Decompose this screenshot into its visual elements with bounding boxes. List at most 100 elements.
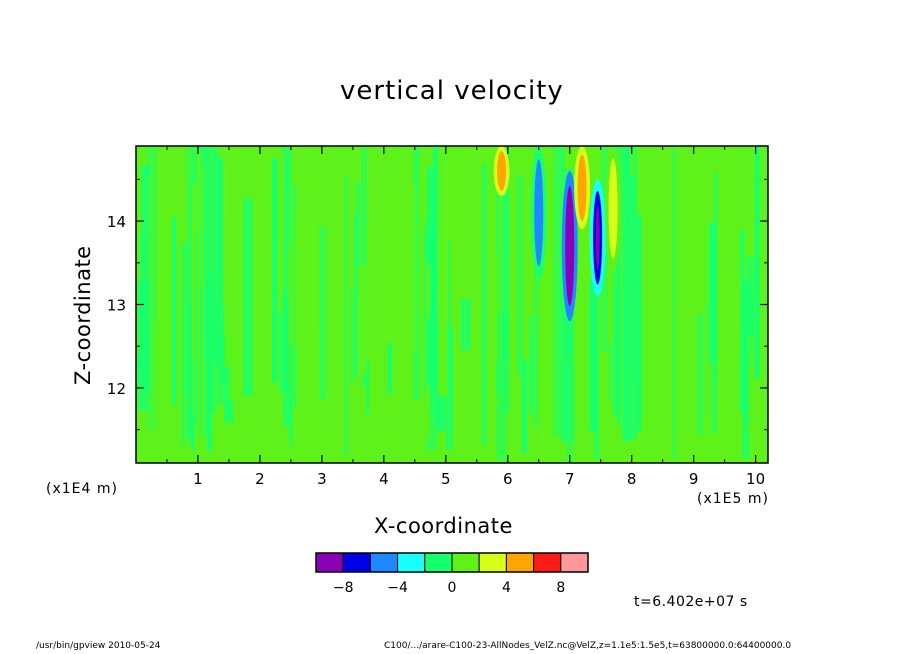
field-streak (433, 146, 438, 353)
field-streak (632, 146, 638, 386)
field-streak (494, 250, 498, 365)
field-streak (438, 146, 448, 397)
field-streak (754, 146, 760, 379)
feature-core (534, 159, 544, 267)
field-streak (180, 242, 185, 446)
field-streak (672, 146, 676, 460)
field-streak (420, 314, 427, 433)
field-streak (751, 393, 756, 449)
x-axis-label: X-coordinate (374, 514, 513, 538)
colorbar-frame (315, 552, 589, 573)
x-axis-unit: (x1E5 m) (697, 491, 769, 507)
field-streak (717, 174, 728, 453)
feature-core (608, 158, 618, 259)
field-streak (711, 244, 718, 435)
field-streak (306, 146, 316, 363)
y-tick-label: 13 (107, 297, 126, 315)
field-streak (138, 279, 150, 391)
footer-program-date: /usr/bin/gpview 2010-05-24 (36, 641, 161, 651)
x-tick-label: 1 (193, 470, 203, 488)
field-streak (224, 367, 234, 423)
field-streak (714, 172, 718, 381)
field-streak (542, 209, 554, 453)
field-streak (241, 146, 244, 365)
field-streak (521, 359, 528, 453)
field-streak (739, 229, 745, 412)
field-streak (517, 175, 523, 375)
colorbar-tick-label: 4 (502, 580, 511, 596)
x-tick-label: 2 (255, 470, 265, 488)
field-streak (594, 253, 600, 460)
field-streak (211, 146, 217, 413)
colorbar-swatch (560, 552, 589, 573)
field-streak (188, 301, 191, 442)
field-streak (538, 158, 547, 441)
field-streak (616, 177, 621, 423)
colorbar-swatch (315, 552, 344, 573)
chart-title: vertical velocity (340, 76, 564, 106)
field-streak (350, 290, 354, 383)
field-streak (747, 335, 758, 437)
colorbar-swatch (369, 552, 399, 573)
field-streak (283, 146, 292, 428)
field-streak (529, 315, 534, 412)
field-streak (357, 265, 368, 376)
field-streak (295, 211, 303, 348)
colorbar-swatch (478, 552, 507, 573)
field-streak (750, 301, 754, 367)
field-streak (736, 287, 739, 427)
field-streak (502, 189, 508, 363)
y-tick-label: 12 (107, 380, 126, 398)
field-streak (426, 318, 437, 387)
field-streak (224, 166, 230, 389)
colorbar-tick-label: −4 (387, 580, 408, 596)
field-streak (414, 186, 417, 350)
field-streak (191, 183, 197, 413)
field-streak (495, 180, 500, 395)
field-streak (344, 176, 348, 456)
field-streak (366, 360, 370, 415)
x-tick-label: 5 (441, 470, 451, 488)
feature-center (567, 204, 572, 288)
field-streak (576, 299, 579, 360)
field-streak (460, 298, 471, 351)
field-streak (153, 319, 162, 447)
field-streak (147, 146, 152, 429)
y-tick-label: 14 (107, 213, 126, 231)
heatmap-field (136, 146, 768, 463)
colorbar-tick-label: 0 (448, 580, 457, 596)
field-streak (614, 289, 618, 417)
field-streak (553, 146, 564, 437)
colorbar-swatch (424, 552, 453, 573)
field-streak (622, 146, 631, 442)
field-streak (243, 198, 253, 397)
x-tick-label: 4 (379, 470, 389, 488)
field-streak (218, 158, 224, 405)
field-streak (696, 146, 708, 419)
field-streak (284, 299, 289, 420)
field-streak (271, 158, 278, 383)
time-label: t=6.402e+07 s (634, 594, 748, 610)
colorbar-swatch (505, 552, 535, 573)
field-streak (187, 146, 190, 401)
field-streak (458, 148, 464, 370)
field-streak (200, 146, 211, 362)
field-streak (735, 167, 741, 360)
field-streak (641, 146, 645, 450)
feature-core (497, 151, 507, 192)
x-tick-label: 8 (627, 470, 637, 488)
field-streak (387, 343, 392, 394)
colorbar-swatch (397, 552, 426, 573)
colorbar-swatch (533, 552, 562, 573)
field-streak (279, 312, 287, 392)
field-streak (287, 242, 297, 390)
field-streak (635, 213, 644, 431)
y-axis-unit: (x1E4 m) (46, 481, 118, 497)
field-streak (289, 345, 293, 446)
field-streak (202, 164, 205, 444)
colorbar-tick-label: −8 (333, 580, 354, 596)
x-tick-label: 6 (503, 470, 513, 488)
field-streak (660, 257, 665, 423)
field-streak (214, 152, 220, 367)
